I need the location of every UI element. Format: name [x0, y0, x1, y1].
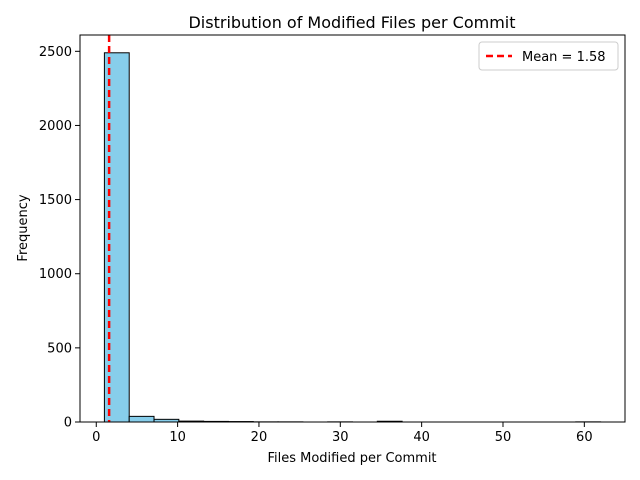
chart-title: Distribution of Modified Files per Commi… [188, 13, 515, 32]
y-axis-ticks: 0 500 1000 1500 2000 2500 [39, 45, 80, 431]
y-tick-label: 1500 [39, 193, 72, 208]
x-tick-label: 0 [92, 430, 100, 445]
plot-frame [79, 34, 626, 423]
y-tick-label: 2500 [39, 45, 72, 60]
x-axis-label: Files Modified per Commit [267, 451, 436, 466]
y-tick-label: 1000 [39, 267, 72, 282]
y-tick-label: 2000 [39, 119, 72, 134]
x-tick-label: 60 [576, 430, 593, 445]
x-tick-label: 40 [413, 430, 430, 445]
histogram-bar-1 [128, 415, 155, 423]
legend-box [478, 41, 619, 71]
y-tick-label: 0 [64, 416, 72, 431]
x-tick-label: 10 [169, 430, 186, 445]
x-axis-ticks: 0 10 20 30 40 50 60 [92, 422, 593, 445]
x-tick-label: 20 [251, 430, 268, 445]
legend: Mean = 1.58 [478, 41, 619, 71]
y-axis-label: Frequency [16, 194, 31, 261]
x-tick-label: 30 [332, 430, 349, 445]
x-tick-label: 50 [495, 430, 512, 445]
legend-mean-label: Mean = 1.58 [522, 50, 606, 65]
y-tick-label: 500 [47, 341, 72, 356]
